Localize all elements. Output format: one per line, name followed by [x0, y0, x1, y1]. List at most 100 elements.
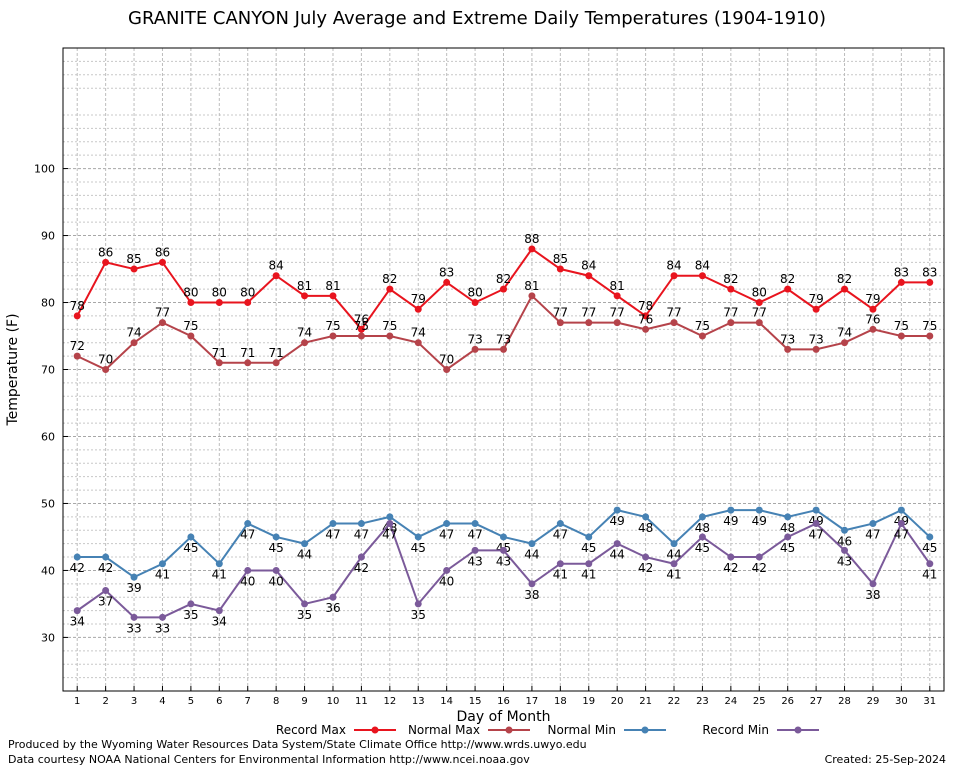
- record-max-data-label: 82: [723, 272, 738, 286]
- normal-max-point: [414, 339, 422, 347]
- record-min-point: [414, 600, 422, 608]
- y-tick-label: 40: [41, 564, 55, 577]
- normal-min-data-label: 39: [126, 581, 141, 595]
- chart-title: GRANITE CANYON July Average and Extreme …: [128, 8, 826, 29]
- normal-min-data-label: 47: [553, 528, 568, 542]
- normal-max-point: [130, 339, 138, 347]
- record-max-data-label: 79: [865, 292, 880, 306]
- normal-max-point: [329, 332, 337, 340]
- record-min-data-label: 40: [269, 574, 284, 588]
- normal-max-point: [187, 332, 195, 340]
- normal-min-point: [158, 560, 166, 568]
- record-min-data-label: 37: [98, 595, 113, 609]
- normal-min-point: [187, 533, 195, 541]
- normal-max-data-label: 77: [666, 306, 681, 320]
- record-min-point: [272, 566, 280, 574]
- record-max-point: [158, 258, 166, 266]
- normal-max-data-label: 75: [183, 319, 198, 333]
- record-min-data-label: 41: [922, 568, 937, 582]
- normal-min-data-label: 47: [240, 528, 255, 542]
- record-min-data-label: 41: [553, 568, 568, 582]
- x-tick-label: 29: [867, 696, 880, 707]
- normal-max-data-label: 74: [126, 326, 141, 340]
- normal-max-point: [926, 332, 934, 340]
- record-min-data-label: 42: [752, 561, 767, 575]
- normal-max-data-label: 74: [297, 326, 312, 340]
- x-tick-label: 15: [469, 696, 482, 707]
- y-tick-label: 50: [41, 497, 55, 510]
- normal-max-point: [869, 325, 877, 333]
- record-min-point: [613, 540, 621, 548]
- record-min-point: [357, 553, 365, 561]
- x-tick-label: 11: [355, 696, 368, 707]
- record-min-data-label: 38: [865, 588, 880, 602]
- normal-max-point: [73, 352, 81, 360]
- normal-min-point: [73, 553, 81, 561]
- normal-min-data-label: 45: [581, 541, 596, 555]
- x-tick-label: 24: [724, 696, 737, 707]
- record-min-point: [642, 553, 650, 561]
- normal-max-point: [585, 319, 593, 327]
- record-min-data-label: 33: [126, 621, 141, 635]
- record-max-data-label: 82: [382, 272, 397, 286]
- record-min-data-label: 41: [581, 568, 596, 582]
- normal-min-point: [698, 513, 706, 521]
- normal-min-data-label: 41: [155, 568, 170, 582]
- record-min-data-label: 33: [155, 621, 170, 635]
- normal-max-point: [670, 319, 678, 327]
- record-max-point: [556, 265, 564, 273]
- normal-min-data-label: 48: [780, 521, 795, 535]
- record-max-point: [926, 278, 934, 286]
- x-tick-label: 19: [582, 696, 595, 707]
- record-max-point: [102, 258, 110, 266]
- normal-min-data-label: 47: [467, 528, 482, 542]
- x-tick-label: 16: [497, 696, 510, 707]
- normal-min-point: [301, 540, 309, 548]
- record-min-data-label: 42: [723, 561, 738, 575]
- record-min-point: [301, 600, 309, 608]
- normal-min-data-label: 47: [325, 528, 340, 542]
- record-min-point: [73, 607, 81, 615]
- normal-max-point: [698, 332, 706, 340]
- normal-min-point: [244, 520, 252, 528]
- y-tick-label: 60: [41, 430, 55, 443]
- record-max-point: [414, 305, 422, 313]
- normal-min-point: [642, 513, 650, 521]
- y-tick-label: 100: [34, 163, 55, 176]
- record-min-point: [841, 546, 849, 554]
- normal-min-point: [443, 520, 451, 528]
- record-min-point: [556, 560, 564, 568]
- record-max-point: [755, 299, 763, 307]
- record-max-data-label: 83: [894, 265, 909, 279]
- normal-min-data-label: 49: [610, 514, 625, 528]
- normal-max-data-label: 77: [723, 306, 738, 320]
- normal-max-point: [244, 359, 252, 367]
- normal-max-point: [841, 339, 849, 347]
- x-tick-label: 10: [327, 696, 340, 707]
- normal-max-point: [386, 332, 394, 340]
- normal-min-point: [670, 540, 678, 548]
- normal-min-data-label: 47: [439, 528, 454, 542]
- x-tick-label: 18: [554, 696, 567, 707]
- record-max-series: 78 86 85 86 80 80 80 84 81 81 76 82 79 83 80 82 88 85 84 81…: [70, 232, 937, 333]
- record-max-point: [301, 292, 309, 300]
- x-tick-label: 20: [611, 696, 624, 707]
- normal-max-point: [443, 366, 451, 373]
- x-tick-label: 1: [74, 696, 80, 707]
- y-tick-label: 70: [41, 364, 55, 377]
- x-tick-label: 26: [781, 696, 794, 707]
- record-min-series: 34 37 33 33 35 34 40 40 35 36 42 47 35 40 43 43 38 41 41 44…: [70, 520, 937, 635]
- record-min-point: [443, 566, 451, 574]
- normal-min-point: [926, 533, 934, 541]
- normal-max-point: [158, 319, 166, 327]
- legend-marker-record-max: [371, 726, 379, 734]
- record-max-data-label: 79: [411, 292, 426, 306]
- normal-max-point: [556, 319, 564, 327]
- created-date: Created: 25-Sep-2024: [824, 753, 946, 766]
- normal-max-point: [471, 345, 479, 353]
- record-max-point: [642, 312, 650, 320]
- y-tick-label: 90: [41, 230, 55, 243]
- normal-min-point: [500, 533, 507, 541]
- normal-min-point: [755, 506, 763, 514]
- x-tick-label: 30: [895, 696, 908, 707]
